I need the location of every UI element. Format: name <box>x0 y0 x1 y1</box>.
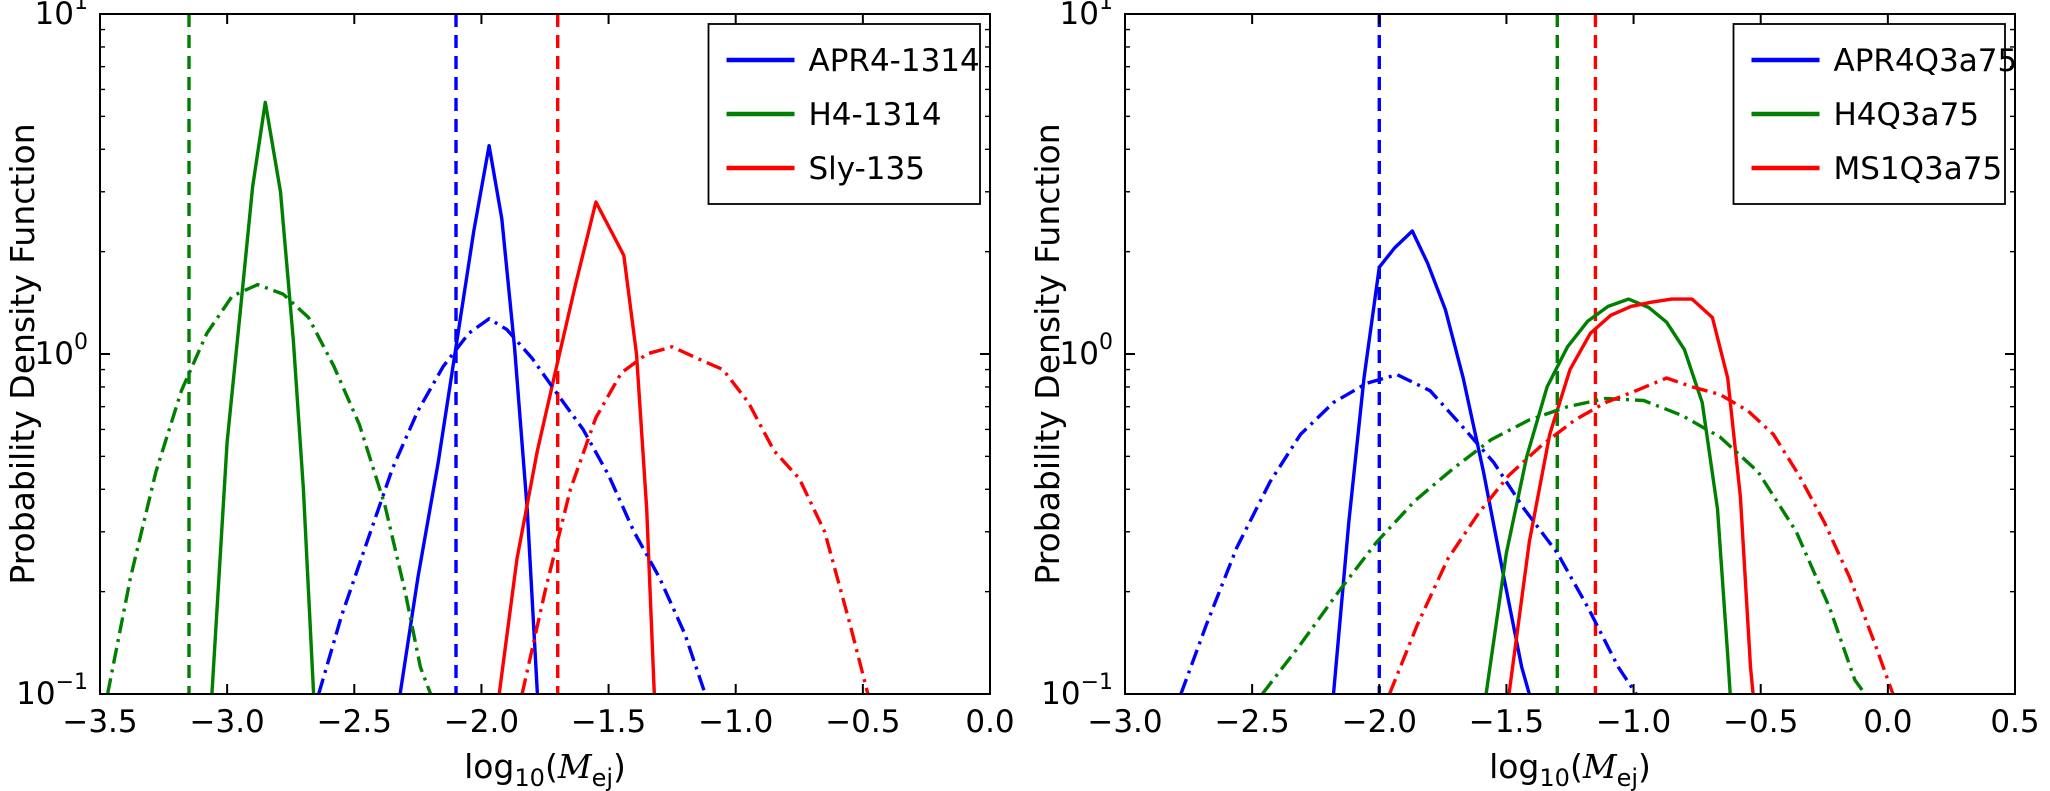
y-tick-label: 101 <box>1060 0 1113 32</box>
x-tick-label: −2.5 <box>317 704 392 740</box>
x-axis-label: log10(Mej) <box>1489 747 1651 791</box>
series-Sly-135-solid <box>497 200 656 694</box>
x-tick-label: −1.0 <box>1596 704 1671 740</box>
x-tick-label: −3.5 <box>62 704 137 740</box>
series-APR4Q3a75-dashdot <box>1179 372 1638 694</box>
legend: APR4Q3a75 H4Q3a75 MS1Q3a75 <box>1732 23 2018 205</box>
x-tick-label: −1.0 <box>698 704 773 740</box>
x-axis: −3.5 −3.0 −2.5 −2.0 −1.5 −1.0 −0.5 0.0 <box>62 14 1015 740</box>
x-axis-label: log10(Mej) <box>464 747 626 791</box>
legend-label: APR4Q3a75 <box>1834 43 2018 79</box>
y-tick-label: 101 <box>35 0 88 32</box>
x-tick-label: −2.5 <box>1215 704 1290 740</box>
series-Sly-135-dashdot <box>520 345 870 694</box>
x-tick-label: −3.0 <box>190 704 265 740</box>
series-MS1Q3a75-solid <box>1507 297 1755 694</box>
plot-area <box>1179 14 1895 694</box>
x-tick-label: −0.5 <box>1723 704 1798 740</box>
x-tick-label: −2.0 <box>1342 704 1417 740</box>
series-H4-1314-solid <box>210 100 316 694</box>
x-tick-label: −1.5 <box>571 704 646 740</box>
y-tick-label: 100 <box>35 330 88 372</box>
series-APR4Q3a75-solid <box>1331 229 1531 694</box>
plot-area <box>105 14 870 694</box>
series-H4Q3a75-dashdot <box>1260 396 1867 694</box>
legend-label: H4-1314 <box>809 97 942 133</box>
y-axis: 10−1 100 101 <box>1041 0 2015 712</box>
legend-label: APR4-1314 <box>809 43 980 79</box>
series-H4Q3a75-solid <box>1484 297 1732 694</box>
y-tick-label: 100 <box>1060 330 1113 372</box>
chart-left-pdf-mej: −3.5 −3.0 −2.5 −2.0 −1.5 −1.0 −0.5 0.010−110010… <box>3 0 1015 791</box>
y-axis: 10−1 100 101 <box>16 0 990 712</box>
x-tick-label: −2.0 <box>444 704 519 740</box>
legend-label: H4Q3a75 <box>1834 97 1980 133</box>
x-tick-label: 0.0 <box>1863 704 1912 740</box>
x-axis: −3.0 −2.5 −2.0 −1.5 −1.0 −0.5 0.0 0.5 <box>1087 14 2040 740</box>
x-tick-label: −0.5 <box>825 704 900 740</box>
y-axis-label: Probability Density Function <box>1028 123 1067 584</box>
legend-label: MS1Q3a75 <box>1834 151 2003 187</box>
x-tick-label: −1.5 <box>1469 704 1544 740</box>
y-tick-label: 10−1 <box>1041 670 1113 712</box>
legend-label: Sly-135 <box>809 151 925 187</box>
x-tick-label: −3.0 <box>1087 704 1162 740</box>
y-axis-label: Probability Density Function <box>3 123 42 584</box>
chart-right-pdf-mej: −3.0 −2.5 −2.0 −1.5 −1.0 −0.5 0.0 0.5 10−1 100 101… <box>1028 0 2040 791</box>
x-tick-label: 0.0 <box>965 704 1014 740</box>
legend: APR4-1314 H4-1314 Sly-135 <box>707 23 981 205</box>
y-tick-label: 10−1 <box>16 670 88 712</box>
series-APR4-1314-solid <box>398 144 540 694</box>
x-tick-label: 0.5 <box>1990 704 2039 740</box>
series-H4-1314-dashdot <box>105 282 433 694</box>
series-APR4-1314-dashdot <box>317 317 707 694</box>
series-MS1Q3a75-dashdot <box>1387 376 1895 694</box>
